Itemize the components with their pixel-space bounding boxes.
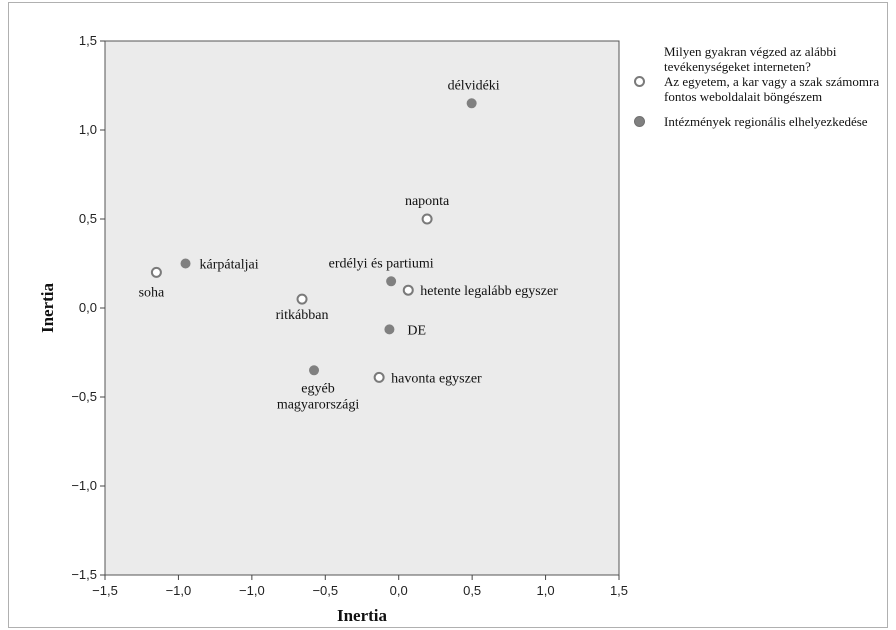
data-point-filled — [386, 276, 397, 287]
point-label: délvidéki — [448, 78, 500, 93]
x-axis: −1,5 −1,0 −1,0 −0,5 0,0 0,5 1,0 1,5 — [92, 575, 628, 598]
x-tick-label: −0,5 — [312, 583, 338, 598]
point-label: kárpátaljai — [200, 258, 259, 273]
y-axis: 1,5 1,0 0,5 0,0 −0,5 −1,0 −1,5 — [71, 33, 105, 582]
x-tick-label: 0,5 — [463, 583, 481, 598]
y-tick-label: −1,5 — [71, 567, 97, 582]
x-tick-label: −1,5 — [92, 583, 118, 598]
x-tick-label: −1,0 — [239, 583, 265, 598]
point-label: hetente legalább egyszer — [420, 284, 558, 299]
data-points: naponta hetente legalább egyszer havonta e… — [139, 78, 559, 412]
data-point-hollow — [402, 284, 414, 296]
legend-label: Az egyetem, a kar vagy a szak számomra f… — [664, 74, 880, 104]
data-point-filled — [309, 365, 320, 376]
data-point-hollow — [296, 293, 308, 305]
point-label: havonta egyszer — [391, 371, 482, 386]
data-point-hollow — [421, 213, 433, 225]
data-point-filled — [384, 324, 395, 335]
y-tick-label: −0,5 — [71, 389, 97, 404]
point-label: DE — [407, 323, 426, 338]
hollow-circle-icon — [634, 76, 645, 87]
plot-area — [104, 40, 620, 576]
legend-item-regions: Intézmények regionális elhelyezkedése — [628, 114, 892, 129]
x-tick-label: 1,5 — [610, 583, 628, 598]
scatter-chart: −1,5 −1,0 −1,0 −0,5 0,0 0,5 1,0 1,5 1,5 1,0 0,5 0,… — [38, 33, 628, 625]
y-tick-label: −1,0 — [71, 478, 97, 493]
legend-title: Milyen gyakran végzed az alábbi tevékeny… — [664, 44, 837, 74]
y-tick-label: 1,0 — [79, 122, 97, 137]
point-label: erdélyi és partiumi — [329, 256, 434, 271]
x-tick-label: 0,0 — [390, 583, 408, 598]
y-tick-label: 1,5 — [79, 33, 97, 48]
y-axis-title: Inertia — [38, 282, 57, 333]
filled-circle-icon — [634, 116, 645, 127]
point-label: soha — [139, 285, 165, 300]
x-tick-label: 1,0 — [537, 583, 555, 598]
x-axis-title: Inertia — [337, 606, 388, 625]
point-label: egyéb magyarországi — [277, 381, 360, 412]
chart-frame: −1,5 −1,0 −1,0 −0,5 0,0 0,5 1,0 1,5 1,5 1,0 0,5 0,… — [8, 2, 888, 628]
data-point-hollow — [373, 371, 385, 383]
data-point-hollow — [150, 266, 162, 278]
legend: Milyen gyakran végzed az alábbi tevékeny… — [628, 44, 892, 129]
legend-item-browsing: Az egyetem, a kar vagy a szak számomra f… — [628, 74, 892, 104]
y-tick-label: 0,5 — [79, 211, 97, 226]
x-tick-label: −1,0 — [166, 583, 192, 598]
legend-label: Intézmények regionális elhelyezkedése — [664, 114, 868, 129]
data-point-filled — [180, 258, 191, 269]
point-label: ritkábban — [276, 308, 329, 323]
y-tick-label: 0,0 — [79, 300, 97, 315]
data-point-filled — [466, 98, 477, 109]
point-label: naponta — [405, 194, 450, 209]
